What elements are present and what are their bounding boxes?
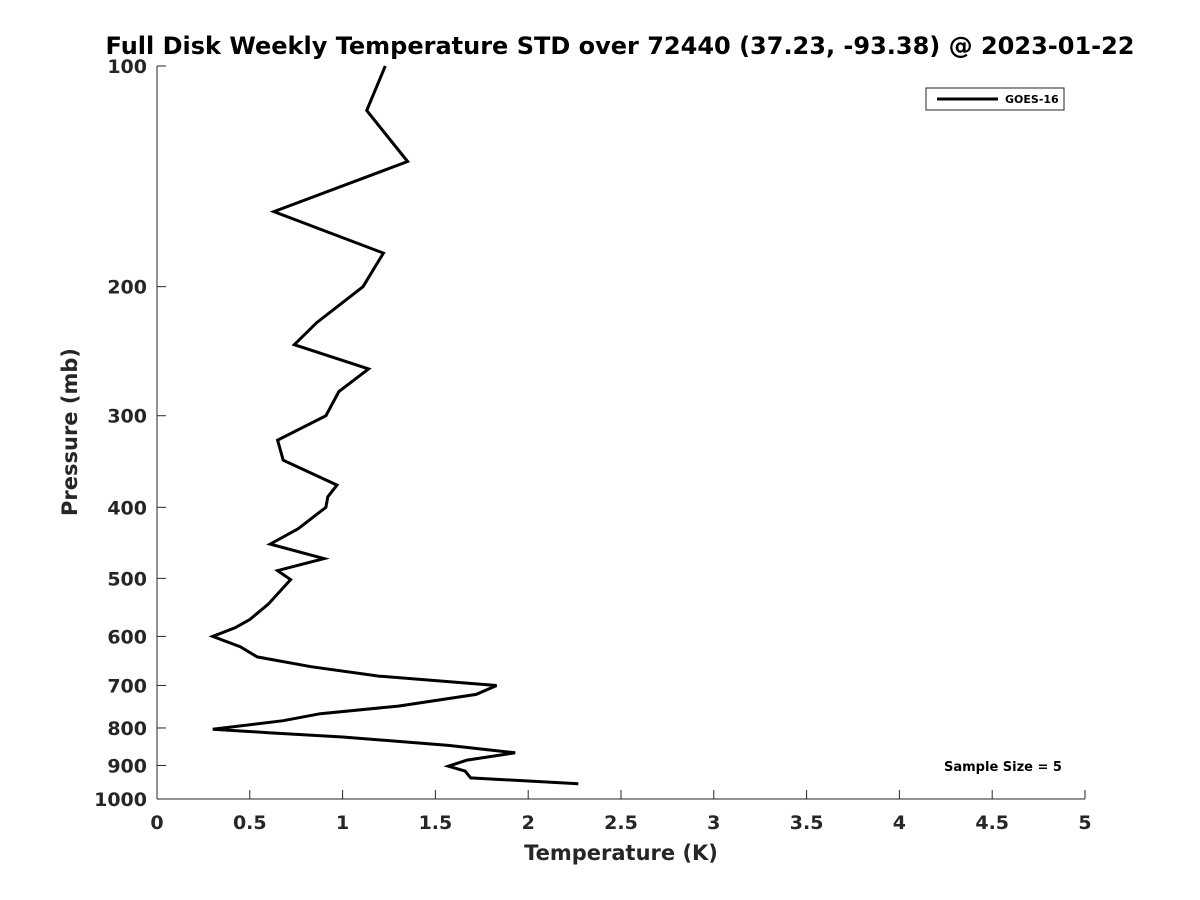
chart-title: Full Disk Weekly Temperature STD over 72… — [106, 32, 1135, 60]
x-tick-label: 2.5 — [604, 812, 638, 834]
legend: GOES-16 — [925, 87, 1065, 111]
x-axis-label: Temperature (K) — [524, 841, 718, 865]
y-ticks: 100 200 300 400 500 600 700 800 900 1000 — [94, 56, 166, 811]
y-tick-label: 300 — [107, 406, 147, 428]
x-tick-label: 4 — [893, 812, 906, 834]
y-tick-label: 600 — [107, 626, 147, 648]
x-tick-label: 2 — [522, 812, 535, 834]
y-tick-label: 200 — [107, 277, 147, 299]
y-tick-label: 900 — [107, 755, 147, 777]
y-axis-label: Pressure (mb) — [58, 348, 82, 516]
x-tick-label: 3.5 — [790, 812, 824, 834]
x-tick-label: 1.5 — [419, 812, 453, 834]
x-tick-label: 5 — [1078, 812, 1091, 834]
y-tick-label: 400 — [107, 497, 147, 519]
x-tick-label: 0 — [150, 812, 163, 834]
x-tick-label: 3 — [707, 812, 720, 834]
x-tick-label: 4.5 — [975, 812, 1009, 834]
y-tick-label: 700 — [107, 675, 147, 697]
y-tick-label: 100 — [107, 56, 147, 78]
x-ticks: 0 0.5 1 1.5 2 2.5 3 3.5 4 4.5 5 — [150, 790, 1092, 834]
y-tick-label: 1000 — [94, 789, 147, 811]
series-line-goes-16 — [208, 65, 579, 786]
legend-label: GOES-16 — [1005, 93, 1059, 106]
x-tick-label: 0.5 — [233, 812, 267, 834]
x-tick-label: 1 — [336, 812, 349, 834]
sample-size-annotation: Sample Size = 5 — [944, 760, 1062, 775]
y-tick-label: 500 — [107, 568, 147, 590]
y-tick-label: 800 — [107, 718, 147, 740]
